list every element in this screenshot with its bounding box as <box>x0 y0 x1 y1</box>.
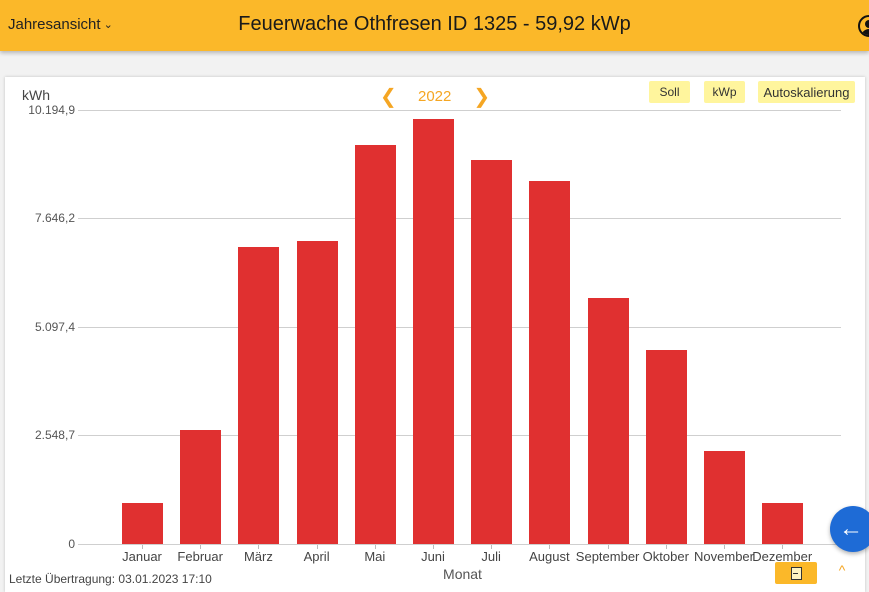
gridline <box>78 435 841 436</box>
bar[interactable] <box>413 119 454 544</box>
bar[interactable] <box>704 450 745 544</box>
year-navigator: ❮ 2022 ❯ <box>380 85 491 108</box>
bar[interactable] <box>238 246 280 544</box>
x-tick <box>374 545 376 549</box>
x-tick-label: August <box>529 549 570 564</box>
y-tick-label: 7.646,2 <box>34 211 75 225</box>
x-tick-label: Mai <box>364 549 386 564</box>
x-tick-label: Februar <box>177 549 223 564</box>
x-tick-label: April <box>303 549 330 564</box>
y-tick-label: 0 <box>68 537 75 551</box>
view-mode-label: Jahresansicht <box>8 16 101 33</box>
y-axis-unit: kWh <box>22 87 50 103</box>
bar[interactable] <box>296 240 338 544</box>
arrow-left-icon: ← <box>839 515 863 542</box>
x-tick <box>316 545 318 549</box>
x-axis-line <box>78 544 841 545</box>
bar[interactable] <box>471 160 513 544</box>
chevron-up-icon[interactable]: ^ <box>838 562 846 578</box>
x-tick-label: September <box>575 549 640 564</box>
x-tick <box>724 545 725 549</box>
bar[interactable] <box>762 503 804 544</box>
autoscale-button[interactable]: Autoskalierung <box>758 81 855 103</box>
x-tick <box>782 545 784 549</box>
soll-toggle-button[interactable]: Soll <box>649 81 690 103</box>
chevron-left-icon[interactable]: ❮ <box>380 85 397 108</box>
bar[interactable] <box>645 350 687 544</box>
y-tick-label: 5.097,4 <box>34 320 75 334</box>
y-tick-label: 2.548,7 <box>34 428 75 442</box>
x-tick-label: Juni <box>421 549 445 564</box>
page-title: Feuerwache Othfresen ID 1325 - 59,92 kWp <box>238 13 631 35</box>
x-tick <box>142 545 143 549</box>
gridline <box>78 110 841 111</box>
bar[interactable] <box>529 181 571 544</box>
x-tick <box>665 545 667 549</box>
last-transfer-status: Letzte Übertragung: 03.01.2023 17:10 <box>9 572 212 586</box>
gridline <box>78 218 841 219</box>
x-tick-label: Juli <box>481 549 501 564</box>
bar[interactable] <box>180 429 222 544</box>
x-tick <box>549 545 551 549</box>
bar[interactable] <box>122 503 163 544</box>
user-account-icon[interactable] <box>858 15 869 37</box>
kwp-toggle-button[interactable]: kWp <box>704 81 745 103</box>
x-tick <box>433 545 434 549</box>
x-tick <box>491 545 493 549</box>
x-tick <box>607 545 609 549</box>
y-tick-label: 10.194,9 <box>28 103 75 117</box>
x-tick-label: November <box>694 549 754 564</box>
back-arrow-button[interactable]: ← <box>830 506 869 552</box>
pdf-document-icon <box>790 566 802 580</box>
x-axis-title: Monat <box>443 566 482 582</box>
chevron-down-icon: ⌄ <box>103 19 113 31</box>
x-tick-label: März <box>243 549 273 564</box>
x-tick <box>258 545 260 549</box>
bar[interactable] <box>354 144 396 544</box>
gridline <box>78 327 841 328</box>
x-tick-label: Oktober <box>642 549 689 564</box>
year-label: 2022 <box>418 87 452 105</box>
x-tick <box>200 545 202 549</box>
top-bar: Jahresansicht ⌄ Feuerwache Othfresen ID 1… <box>0 0 869 51</box>
x-tick-label: Dezember <box>752 549 813 564</box>
x-tick-label: Januar <box>122 549 162 564</box>
chevron-right-icon[interactable]: ❯ <box>473 85 491 108</box>
bar[interactable] <box>587 297 629 544</box>
view-mode-dropdown[interactable]: Jahresansicht ⌄ <box>8 16 113 33</box>
pdf-export-button[interactable] <box>775 562 817 584</box>
